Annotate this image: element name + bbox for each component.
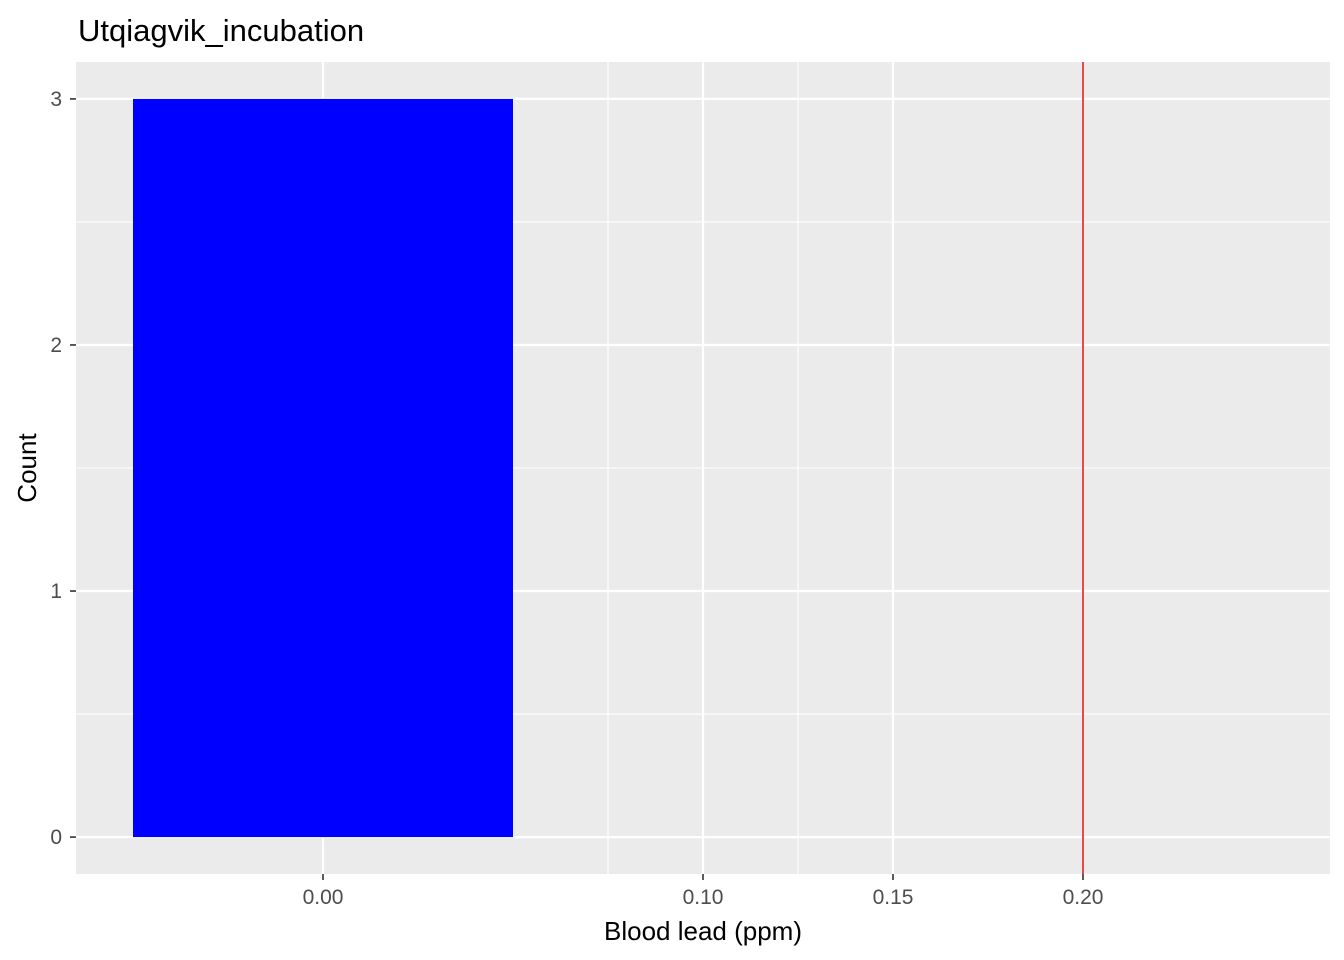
x-axis: 0.00 0.10 0.15 0.20	[303, 874, 1104, 909]
histogram-bar	[133, 98, 513, 838]
y-axis: 0 1 2 3	[50, 88, 76, 849]
y-tick-label: 0	[50, 826, 62, 849]
y-tick-label: 1	[50, 580, 62, 603]
y-axis-title: Count	[12, 433, 42, 503]
x-tick-label: 0.10	[683, 886, 724, 909]
x-tick-label: 0.00	[303, 886, 344, 909]
x-axis-title: Blood lead (ppm)	[604, 916, 802, 946]
x-tick-label: 0.20	[1063, 886, 1104, 909]
x-tick-label: 0.15	[873, 886, 914, 909]
bar-series	[133, 98, 513, 838]
chart-title: Utqiagvik_incubation	[78, 13, 364, 48]
y-tick-label: 2	[50, 334, 62, 357]
y-tick-label: 3	[50, 88, 62, 111]
